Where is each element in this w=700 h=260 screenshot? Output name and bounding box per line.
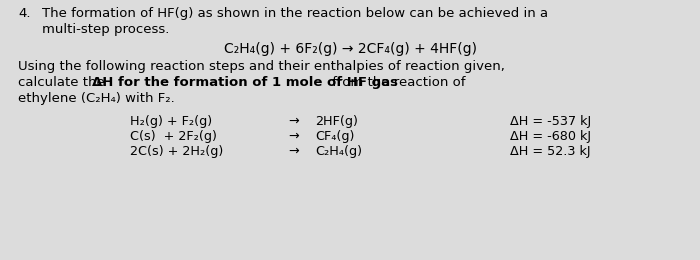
Text: 4.: 4. xyxy=(18,7,31,20)
Text: ΔH = -680 kJ: ΔH = -680 kJ xyxy=(510,130,591,143)
Text: calculate the: calculate the xyxy=(18,76,109,89)
Text: CF₄(g): CF₄(g) xyxy=(315,130,354,143)
Text: 2HF(g): 2HF(g) xyxy=(315,115,358,128)
Text: 2C(s) + 2H₂(g): 2C(s) + 2H₂(g) xyxy=(130,145,223,158)
Text: →: → xyxy=(285,145,304,158)
Text: H₂(g) + F₂(g): H₂(g) + F₂(g) xyxy=(130,115,212,128)
Text: ΔH for the formation of 1 mole of HF gas: ΔH for the formation of 1 mole of HF gas xyxy=(92,76,398,89)
Text: ethylene (C₂H₄) with F₂.: ethylene (C₂H₄) with F₂. xyxy=(18,92,175,105)
Text: from the reaction of: from the reaction of xyxy=(328,76,466,89)
Text: multi-step process.: multi-step process. xyxy=(42,23,169,36)
Text: C(s)  + 2F₂(g): C(s) + 2F₂(g) xyxy=(130,130,217,143)
Text: →: → xyxy=(285,115,304,128)
Text: →: → xyxy=(285,130,304,143)
Text: The formation of HF(g) as shown in the reaction below can be achieved in a: The formation of HF(g) as shown in the r… xyxy=(42,7,548,20)
Text: Using the following reaction steps and their enthalpies of reaction given,: Using the following reaction steps and t… xyxy=(18,60,505,73)
Text: C₂H₄(g): C₂H₄(g) xyxy=(315,145,362,158)
Text: ΔH = 52.3 kJ: ΔH = 52.3 kJ xyxy=(510,145,591,158)
Text: ΔH = -537 kJ: ΔH = -537 kJ xyxy=(510,115,592,128)
Text: C₂H₄(g) + 6F₂(g) → 2CF₄(g) + 4HF(g): C₂H₄(g) + 6F₂(g) → 2CF₄(g) + 4HF(g) xyxy=(223,42,477,56)
